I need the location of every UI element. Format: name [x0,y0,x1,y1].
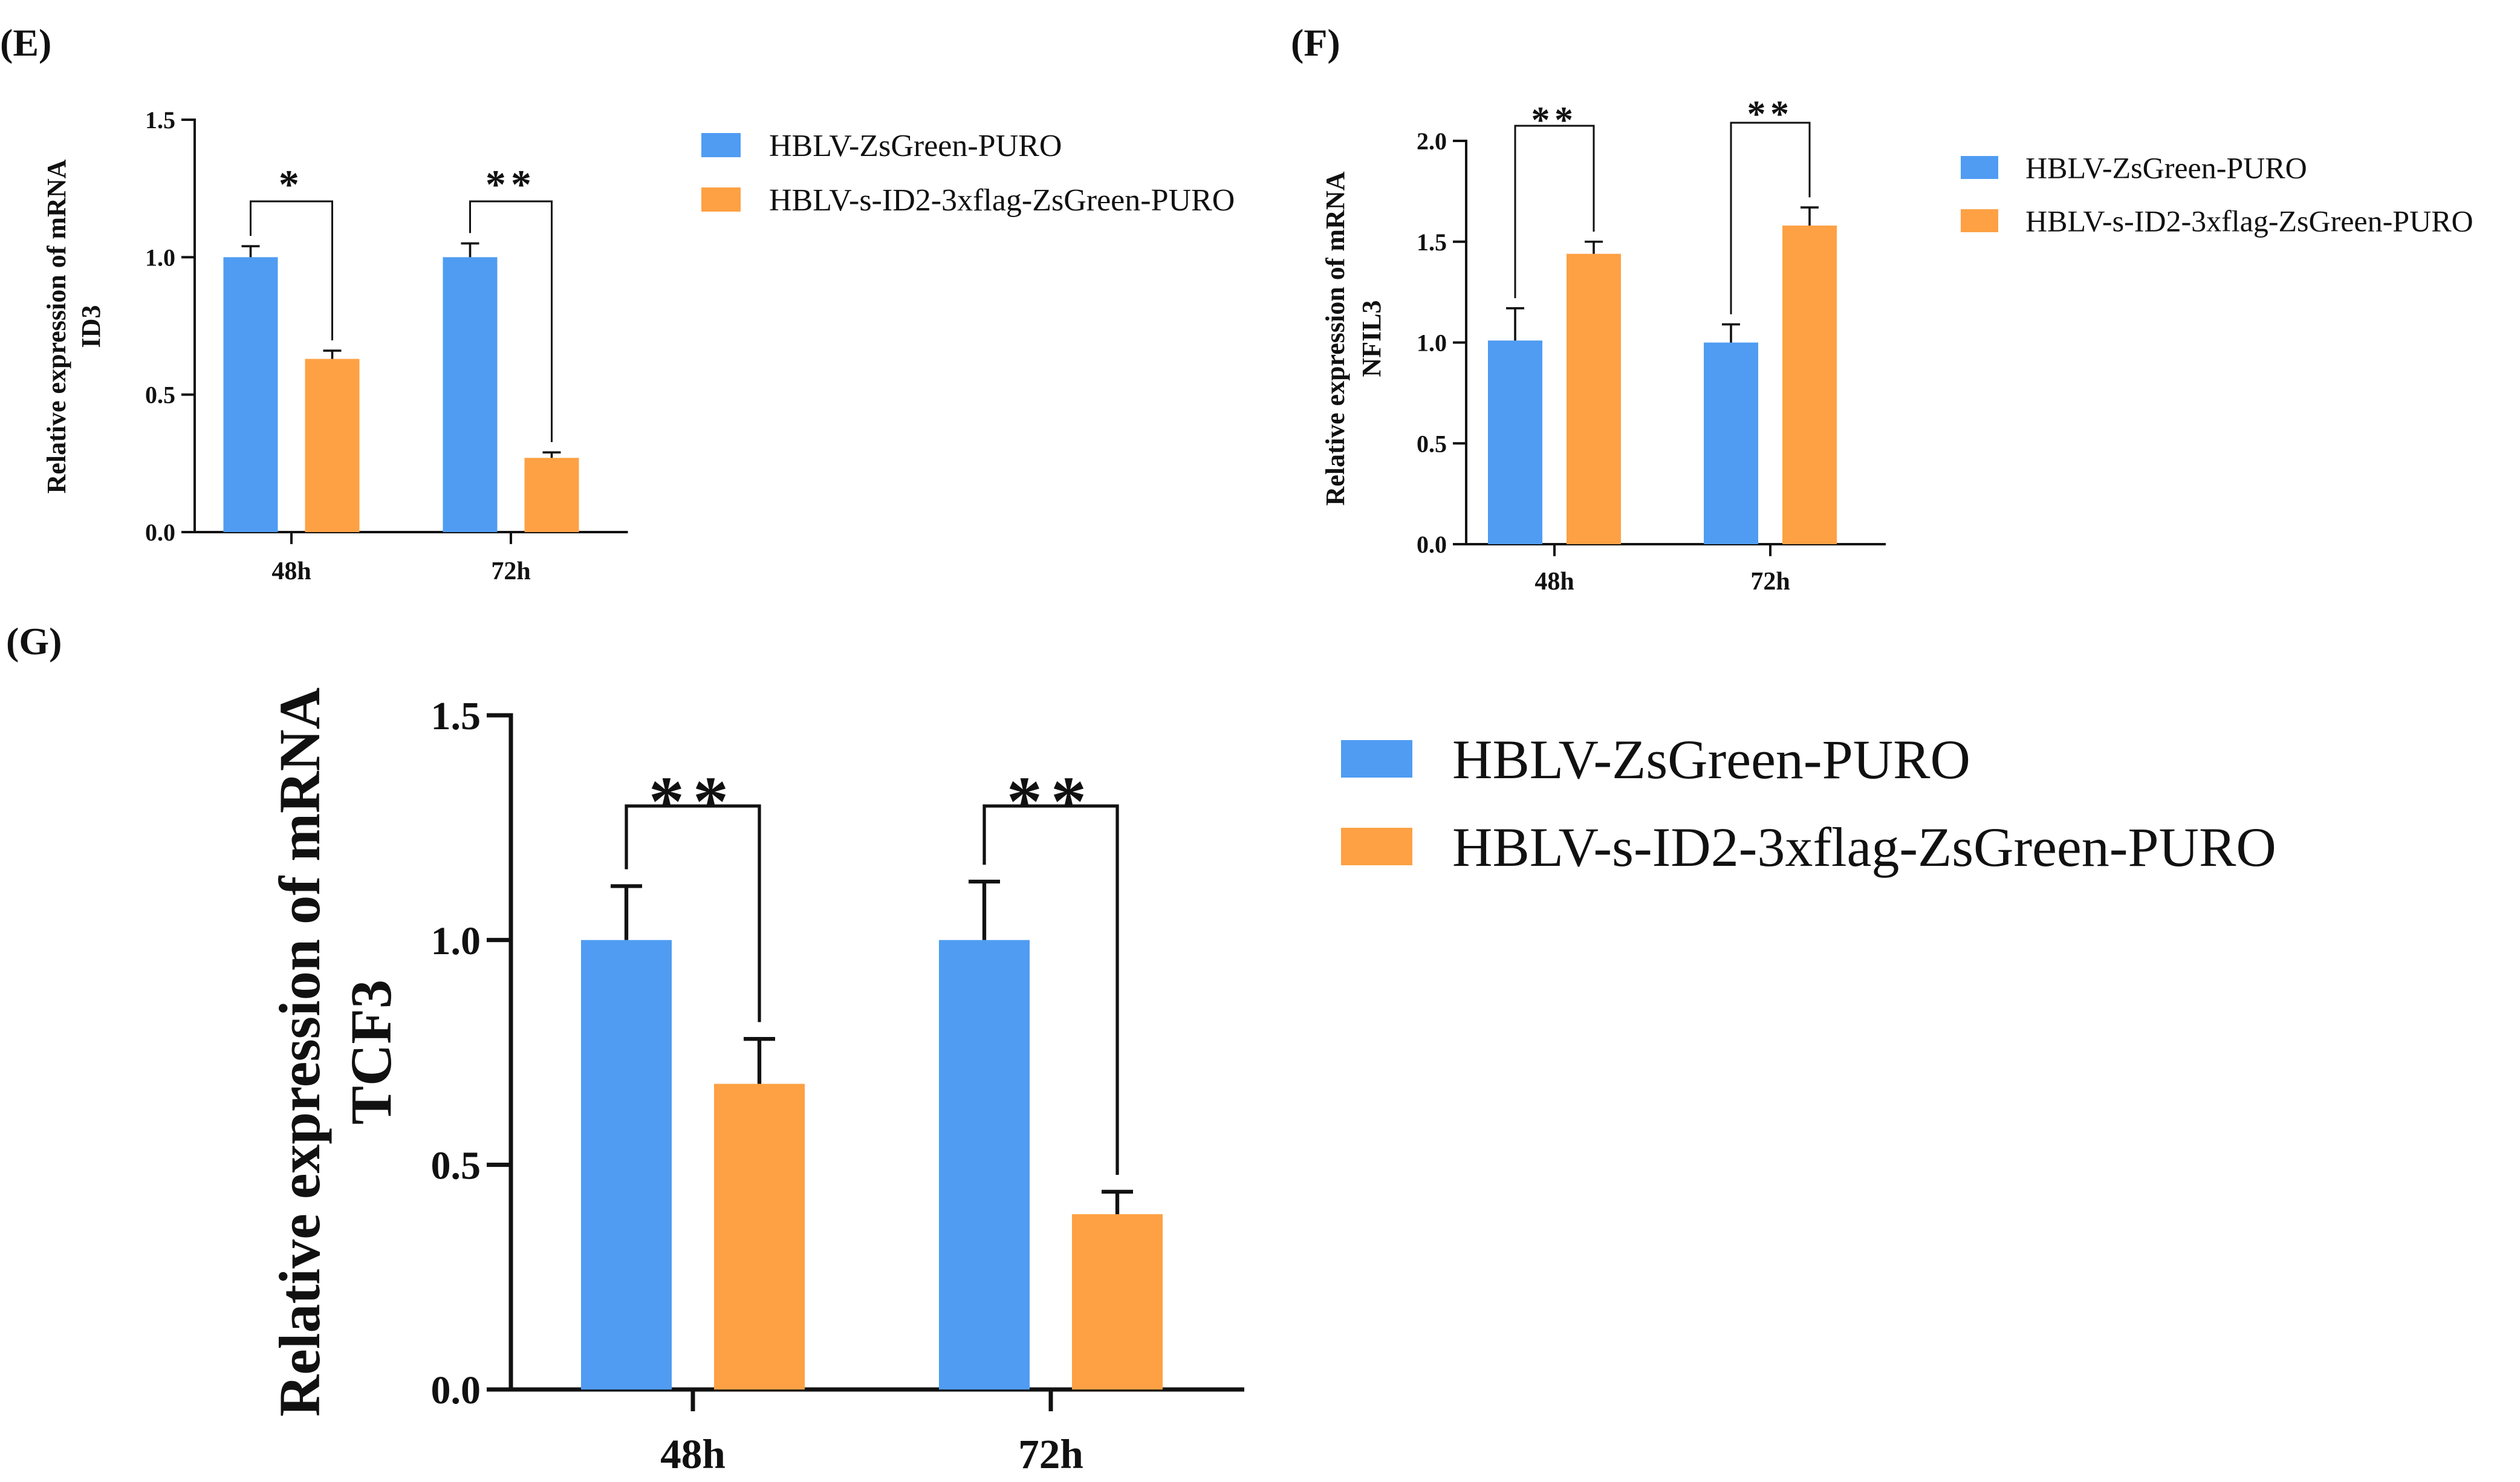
x-tick-label: 72h [491,557,530,585]
chart-panel-2: (F) Relative expression of mRNA NFIL3 0.0 0.… [1291,21,2473,596]
significance-marker: ** [649,762,737,841]
y-tick-label: 2.0 [1417,128,1447,155]
y-tick-label: 0.5 [145,382,175,409]
y-axis-label: NFIL3 [1357,300,1386,377]
bar-control-72h [1704,342,1758,544]
y-tick-label: 0.0 [431,1368,481,1412]
bar-id2-48h [714,1084,805,1389]
bar-control-48h [1488,340,1542,544]
bar-control-48h [581,940,672,1389]
legend-label: HBLV-ZsGreen-PURO [769,129,1062,163]
y-axis-label: Relative expression of mRNA [267,687,332,1417]
significance-marker: ** [1531,100,1578,141]
significance-marker: ** [1747,94,1794,135]
significance-bracket [469,200,553,443]
significance-bracket [1730,122,1811,314]
y-tick-label: 1.0 [1417,330,1447,357]
y-tick-label: 0.0 [1417,531,1447,558]
x-tick-label: 48h [660,1431,726,1477]
legend-label: HBLV-s-ID2-3xflag-ZsGreen-PURO [2025,204,2473,238]
bar-control-72h [443,257,498,532]
bar-control-48h [223,257,278,532]
legend-swatch [1961,209,1998,232]
bar-id2-72h [524,458,579,532]
legend-swatch [701,133,741,157]
significance-bracket [250,200,333,340]
x-tick-label: 72h [1018,1431,1083,1477]
y-axis-label: TCF3 [339,980,403,1125]
legend-label: HBLV-ZsGreen-PURO [1452,729,1970,790]
y-tick-label: 1.5 [1417,229,1447,256]
y-axis-label: Relative expression of mRNA [42,159,71,493]
significance-marker: * [279,161,304,207]
legend-swatch [701,187,741,212]
y-tick-label: 1.0 [145,244,175,271]
panel-label: (G) [6,620,62,663]
significance-marker: ** [485,161,536,207]
x-tick-label: 48h [271,557,311,585]
legend-swatch [1961,156,1998,179]
y-tick-label: 0.0 [145,519,175,546]
significance-bracket [1514,125,1595,299]
legend-swatch [1341,828,1412,865]
x-tick-label: 72h [1750,568,1790,596]
y-axis-label: ID3 [76,305,106,348]
y-tick-label: 1.5 [431,694,481,738]
legend-label: HBLV-ZsGreen-PURO [2025,151,2307,185]
legend-label: HBLV-s-ID2-3xflag-ZsGreen-PURO [1452,816,2276,878]
bar-id2-72h [1072,1214,1163,1389]
chart-panel-3: (G) Relative expression of mRNA TCF3 0.0 0.5… [6,620,2276,1477]
bar-id2-48h [305,359,360,532]
bar-id2-48h [1567,253,1621,544]
y-tick-label: 0.5 [431,1143,481,1188]
y-tick-label: 1.0 [431,919,481,963]
chart-panel-1: (E) Relative expression of mRNA ID3 0.0 0.5 1… [0,21,1235,585]
bar-control-72h [939,940,1030,1389]
significance-bracket [625,804,761,1022]
y-tick-label: 0.5 [1417,430,1447,457]
x-tick-label: 48h [1534,568,1574,596]
panel-label: (E) [0,21,51,64]
significance-marker: ** [1007,762,1095,841]
significance-bracket [982,804,1119,1175]
y-axis-label: Relative expression of mRNA [1320,171,1350,505]
bar-id2-72h [1782,226,1837,544]
legend-swatch [1341,740,1412,778]
y-tick-label: 1.5 [145,106,175,134]
panel-label: (F) [1291,21,1340,64]
legend-label: HBLV-s-ID2-3xflag-ZsGreen-PURO [769,183,1235,218]
